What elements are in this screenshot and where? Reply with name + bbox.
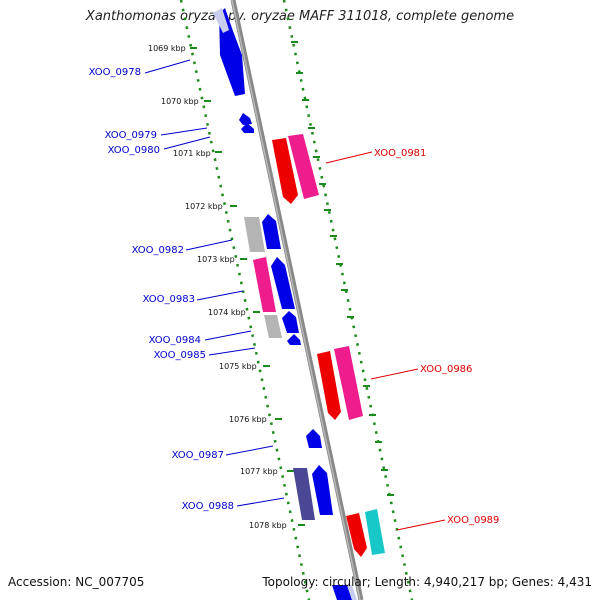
gene-arrow[interactable] [272, 138, 298, 204]
callout-line [225, 445, 274, 456]
gene-arrow[interactable] [293, 468, 315, 520]
gene-arrow[interactable] [244, 217, 265, 252]
gene-label[interactable]: XOO_0986 [420, 364, 472, 375]
callout-line [396, 519, 446, 531]
kbp-label: 1076 kbp [229, 415, 267, 424]
callout-line [196, 290, 244, 301]
topology-label: Topology: circular; Length: 4,940,217 bp… [262, 575, 592, 589]
kbp-label: 1072 kbp [185, 202, 223, 211]
gene-label[interactable]: XOO_0987 [172, 450, 224, 461]
gene-label[interactable]: XOO_0981 [374, 148, 426, 159]
gene-arrow[interactable] [288, 134, 319, 199]
callout-line [185, 239, 233, 251]
callout-line [236, 497, 285, 507]
gene-label[interactable]: XOO_0988 [182, 501, 234, 512]
gene-label[interactable]: XOO_0983 [143, 294, 195, 305]
gene-arrow[interactable] [334, 346, 363, 420]
gene-label[interactable]: XOO_0985 [154, 350, 206, 361]
kbp-label: 1074 kbp [208, 308, 246, 317]
left-scale-ticks [190, 47, 305, 526]
gene-arrow[interactable] [239, 113, 252, 125]
gene-arrow[interactable] [312, 465, 333, 515]
gene-label[interactable]: XOO_0978 [89, 67, 141, 78]
gene-label[interactable]: XOO_0980 [108, 145, 160, 156]
kbp-label: 1075 kbp [219, 362, 257, 371]
right-track-border [282, 0, 414, 600]
gene-arrow[interactable] [262, 214, 281, 249]
genome-axis-highlight [231, 0, 361, 600]
callout-line [163, 136, 211, 150]
genome-axis [230, 0, 364, 600]
gene-arrow[interactable] [271, 257, 295, 309]
gene-label[interactable]: XOO_0982 [132, 245, 184, 256]
left-track-border [179, 0, 311, 600]
kbp-label: 1069 kbp [148, 44, 186, 53]
gene-arrow[interactable] [287, 334, 301, 345]
kbp-label: 1077 kbp [240, 467, 278, 476]
kbp-label: 1071 kbp [173, 149, 211, 158]
gene-arrow[interactable] [365, 509, 385, 555]
gene-arrow[interactable] [306, 429, 322, 448]
gene-arrow[interactable] [332, 585, 352, 600]
kbp-label: 1078 kbp [249, 521, 287, 530]
kbp-label: 1070 kbp [161, 97, 199, 106]
right-scale-ticks [291, 41, 394, 496]
accession-label: Accession: NC_007705 [8, 575, 145, 589]
callout-line [144, 59, 191, 74]
callout-line [160, 127, 208, 136]
gene-arrow[interactable] [264, 315, 282, 338]
gene-label[interactable]: XOO_0989 [447, 515, 499, 526]
callout-line [204, 330, 252, 341]
gene-label[interactable]: XOO_0979 [105, 130, 157, 141]
gene-label[interactable]: XOO_0984 [149, 335, 201, 346]
callout-line [208, 347, 256, 356]
gene-arrow[interactable] [317, 351, 341, 420]
kbp-label: 1073 kbp [197, 255, 235, 264]
gene-arrow[interactable] [347, 585, 357, 600]
gene-arrow[interactable] [213, 8, 229, 33]
page-title: Xanthomonas oryzae pv. oryzae MAFF 31101… [85, 9, 515, 24]
callout-line [370, 368, 419, 380]
callout-line [325, 151, 373, 164]
gene-arrow[interactable] [241, 123, 254, 133]
gene-arrow[interactable] [346, 513, 367, 557]
gene-arrow[interactable] [253, 257, 276, 312]
gene-arrow[interactable] [282, 311, 299, 333]
